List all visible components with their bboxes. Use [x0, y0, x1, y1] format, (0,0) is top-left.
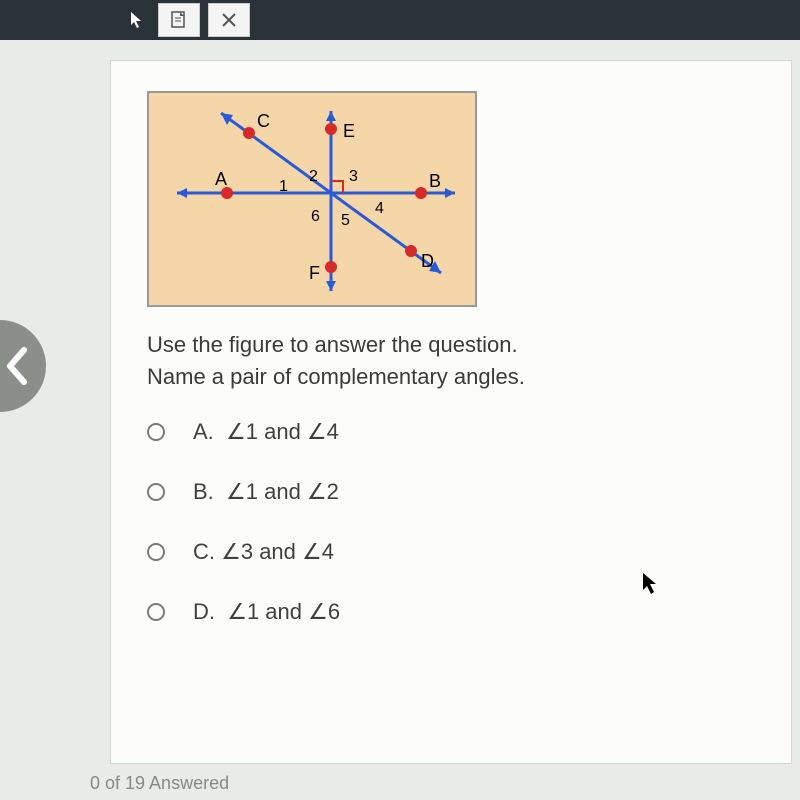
- option-a-label: A. ∠1 and ∠4: [193, 419, 339, 445]
- option-b[interactable]: B. ∠1 and ∠2: [147, 479, 755, 505]
- question-text: Use the figure to answer the question. N…: [147, 329, 755, 393]
- svg-text:5: 5: [341, 212, 350, 229]
- question-panel: C E A B D F 1 2 3 4 5 6 Use the figure t…: [110, 60, 792, 764]
- prev-nav-button[interactable]: [0, 320, 46, 412]
- cursor-icon: [130, 11, 144, 29]
- geometry-figure: C E A B D F 1 2 3 4 5 6: [147, 91, 477, 307]
- options-list: A. ∠1 and ∠4 B. ∠1 and ∠2 C. ∠3 and ∠4 D…: [147, 419, 755, 625]
- close-button[interactable]: [208, 3, 250, 37]
- chevron-left-icon: [4, 346, 32, 386]
- svg-text:3: 3: [349, 168, 358, 185]
- svg-text:A: A: [215, 169, 227, 189]
- svg-text:B: B: [429, 171, 441, 191]
- question-line-2: Name a pair of complementary angles.: [147, 361, 755, 393]
- option-c[interactable]: C. ∠3 and ∠4: [147, 539, 755, 565]
- question-line-1: Use the figure to answer the question.: [147, 329, 755, 361]
- svg-text:E: E: [343, 121, 355, 141]
- radio-b[interactable]: [147, 483, 165, 501]
- svg-text:2: 2: [309, 168, 318, 185]
- svg-text:C: C: [257, 111, 270, 131]
- radio-a[interactable]: [147, 423, 165, 441]
- svg-text:1: 1: [279, 178, 288, 195]
- note-button[interactable]: [158, 3, 200, 37]
- svg-text:F: F: [309, 263, 320, 283]
- option-d[interactable]: D. ∠1 and ∠6: [147, 599, 755, 625]
- svg-text:D: D: [421, 251, 434, 271]
- option-b-label: B. ∠1 and ∠2: [193, 479, 339, 505]
- toolbar: [0, 0, 800, 40]
- radio-d[interactable]: [147, 603, 165, 621]
- note-icon: [169, 10, 189, 30]
- option-c-label: C. ∠3 and ∠4: [193, 539, 334, 565]
- progress-footer: 0 of 19 Answered: [90, 773, 229, 794]
- option-a[interactable]: A. ∠1 and ∠4: [147, 419, 755, 445]
- option-d-label: D. ∠1 and ∠6: [193, 599, 340, 625]
- radio-c[interactable]: [147, 543, 165, 561]
- svg-text:6: 6: [311, 208, 320, 225]
- progress-text: 0 of 19 Answered: [90, 773, 229, 793]
- close-icon: [221, 12, 237, 28]
- svg-text:4: 4: [375, 200, 384, 217]
